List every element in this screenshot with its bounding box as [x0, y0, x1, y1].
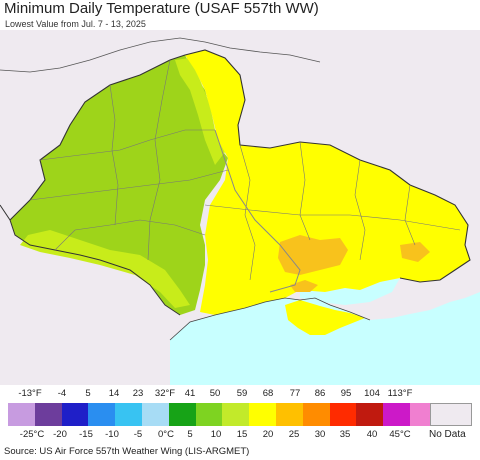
legend-swatch: [195, 403, 223, 426]
legend-f-label: 50: [209, 388, 221, 399]
legend-swatch: [115, 403, 142, 426]
region-yellow-east: [185, 50, 470, 315]
legend-fahrenheit-labels: -13°F -4 5 14 23 32°F 41 50 59 68 77 86 …: [0, 388, 480, 400]
legend-c-label: 0°C: [158, 429, 174, 440]
legend-f-label: 14: [108, 388, 120, 399]
legend-swatch: [61, 403, 89, 426]
azov-sea: [300, 278, 400, 305]
legend-f-label: 113°F: [387, 388, 413, 399]
legend-c-label: 20: [262, 429, 274, 440]
legend-c-label: -5: [133, 429, 143, 440]
legend-swatch: [168, 403, 196, 426]
legend-c-label: 40: [366, 429, 378, 440]
legend-c-label: 10: [210, 429, 222, 440]
legend-c-label: -15: [79, 429, 93, 440]
legend-f-label: -4: [57, 388, 67, 399]
country-border-north: [0, 37, 321, 73]
coastline: [169, 297, 371, 341]
legend-c-label: 30: [314, 429, 326, 440]
legend-f-label: 77: [289, 388, 301, 399]
legend-f-label: 59: [236, 388, 248, 399]
legend-swatch: [356, 403, 384, 426]
region-yellow-green: [20, 230, 190, 308]
region-orange-south: [290, 280, 318, 292]
region-yellow-green-north: [175, 58, 225, 165]
legend-color-bar: [8, 403, 437, 426]
legend-f-label: 5: [85, 388, 91, 399]
legend-c-label: 15: [236, 429, 248, 440]
legend-celsius-labels: -25°C -20 -15 -10 -5 0°C 5 10 15 20 25 3…: [0, 429, 480, 441]
legend-f-label: 86: [314, 388, 326, 399]
legend-f-label: -13°F: [18, 388, 42, 399]
legend-swatch: [34, 403, 62, 426]
crimea: [285, 300, 365, 335]
legend-c-label: 25: [288, 429, 300, 440]
legend-swatch: [329, 403, 357, 426]
legend-c-label: 35: [339, 429, 351, 440]
black-sea: [170, 292, 480, 385]
legend-swatch: [222, 403, 250, 426]
dnieper-river: [214, 129, 301, 293]
legend-f-label: 68: [262, 388, 274, 399]
no-data-label: No Data: [429, 429, 466, 440]
country-border: [9, 49, 471, 283]
legend-c-label: -10: [105, 429, 119, 440]
legend-swatch: [8, 403, 35, 426]
legend-swatch: [141, 403, 169, 426]
no-data-swatch: [430, 403, 472, 426]
legend-f-label: 104: [364, 388, 380, 399]
legend-swatch: [383, 403, 410, 426]
legend-swatch: [275, 403, 303, 426]
country-border-west: [0, 204, 181, 316]
legend-c-label: 45°C: [389, 429, 411, 440]
region-orange-east: [400, 242, 430, 262]
map-subtitle: Lowest Value from Jul. 7 - 13, 2025: [5, 19, 146, 29]
legend-f-label: 23: [132, 388, 144, 399]
legend-swatch: [88, 403, 116, 426]
source-credit: Source: US Air Force 557th Weather Wing …: [4, 446, 250, 457]
legend-c-label: -20: [53, 429, 67, 440]
temperature-map: [0, 30, 480, 385]
legend-c-label: -25°C: [19, 429, 45, 440]
legend-f-label: 41: [184, 388, 196, 399]
legend-c-label: 5: [187, 429, 193, 440]
legend-swatch: [249, 403, 276, 426]
legend-swatch: [302, 403, 330, 426]
legend-f-label: 32°F: [154, 388, 176, 399]
map-title: Minimum Daily Temperature (USAF 557th WW…: [4, 0, 319, 17]
oblast-borders: [29, 59, 461, 281]
legend-f-label: 95: [340, 388, 352, 399]
